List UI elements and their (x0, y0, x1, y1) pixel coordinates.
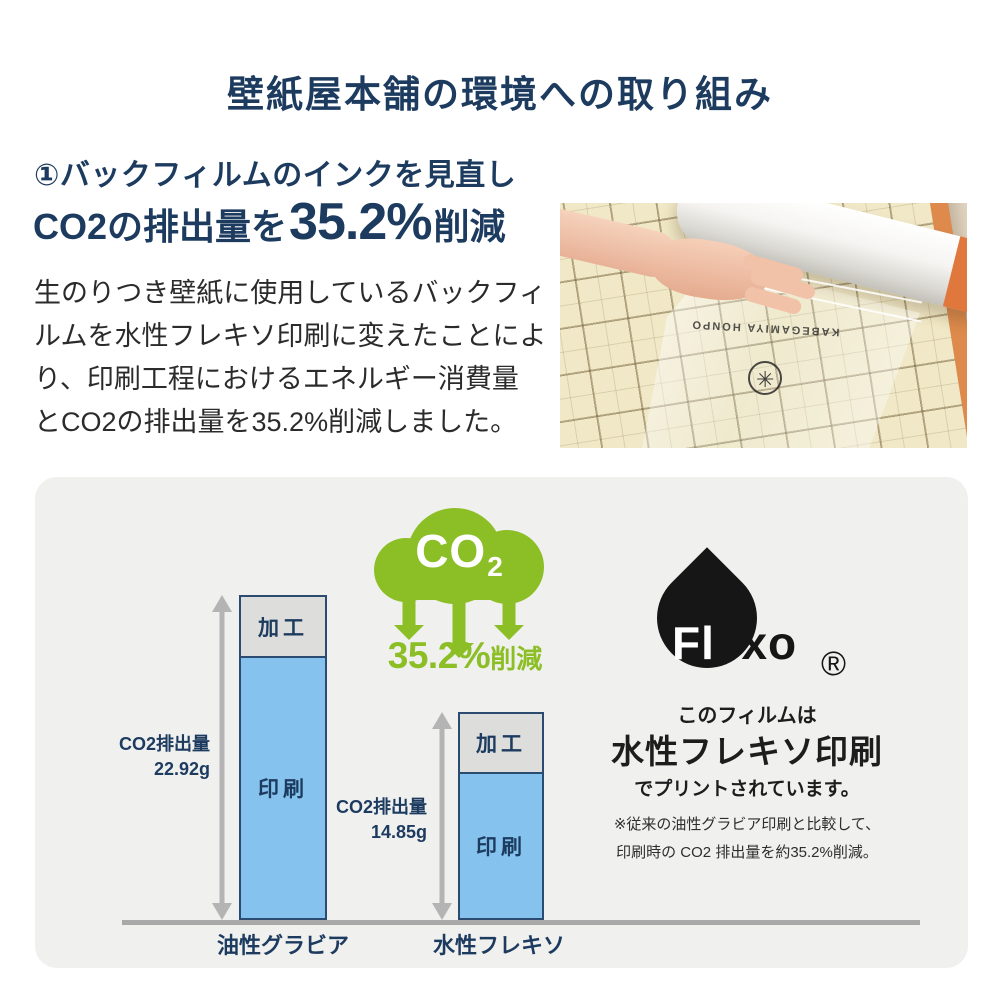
intro-paragraph: 生のりつき壁紙に使用しているバックフィ ルムを水性フレキソ印刷に変えたことによ … (34, 272, 546, 444)
flexo-caption-small: このフィルムは (677, 705, 817, 727)
category-label-water-flexo: 水性フレキソ (432, 933, 565, 958)
result-headline: CO2の排出量を 35.2% 削減 (33, 192, 506, 252)
reduction-callout: 35.2% 削減 (360, 635, 570, 677)
co2-cloud-label: CO2 (415, 525, 504, 582)
segment-label: 印刷 (258, 778, 308, 801)
film-logo-icon: ✳ (748, 361, 782, 395)
bar-water-flexo: 加工 印刷 (458, 712, 544, 920)
down-arrow-icon (394, 594, 424, 640)
measure-value: 14.85g (370, 822, 427, 842)
paragraph-line: 生のりつき壁紙に使用しているバックフィ (34, 278, 546, 308)
comparison-panel: CO2排出量 22.92g 加工 印刷 油性グラビア CO2排出量 14.85g… (35, 477, 968, 968)
axis-baseline (122, 920, 920, 925)
roll-band (942, 236, 967, 313)
reduction-value: 35.2% (387, 635, 491, 676)
bar-segment-printing: 印刷 (241, 658, 325, 918)
flexo-wordmark: Flexo (672, 617, 798, 669)
segment-label: 加工 (258, 616, 308, 640)
paragraph-line: とCO2の排出量を35.2%削減しました。 (34, 407, 518, 437)
registered-trademark-icon: ® (821, 645, 847, 683)
measure-title: CO2排出量 (335, 797, 427, 817)
page-title: 壁紙屋本舗の環境への取り組み (227, 74, 773, 115)
bar-segment-printing: 印刷 (460, 774, 542, 918)
measure-label-left: CO2排出量 22.92g (55, 732, 210, 782)
paragraph-line: ルムを水性フレキソ印刷に変えたことによ (34, 321, 547, 351)
reduction-suffix: 削減 (490, 644, 543, 674)
bar-segment-processing: 加工 (460, 714, 542, 774)
co2-cloud-icon: CO2 (374, 508, 544, 660)
segment-label: 印刷 (476, 836, 526, 859)
down-arrow-icon (444, 594, 474, 658)
flexo-caption-tail: でプリントされています。 (634, 779, 860, 800)
category-label-oil-gravure: 油性グラビア (216, 933, 349, 958)
measure-arrow-icon (430, 712, 454, 920)
segment-label: 加工 (476, 733, 526, 756)
result-suffix: 削減 (433, 206, 506, 247)
flexo-footnote: ※従来の油性グラビア印刷と比較して、 (613, 816, 881, 833)
down-arrow-icon (494, 594, 524, 640)
flexo-footnote: 印刷時の CO2 排出量を約35.2%削減。 (616, 844, 878, 861)
measure-label-right: CO2排出量 14.85g (272, 795, 427, 845)
flexo-caption-large: 水性フレキソ印刷 (611, 733, 883, 770)
measure-arrow-icon (210, 595, 234, 920)
paragraph-line: り、印刷工程におけるエネルギー消費量 (34, 364, 519, 394)
product-photo: KABEGAMIYA HONPO ✳ (560, 203, 967, 448)
step-heading: ①バックフィルムのインクを見直し (34, 159, 517, 192)
bar-segment-processing: 加工 (241, 597, 325, 658)
result-value: 35.2% (289, 193, 432, 251)
measure-title: CO2排出量 (118, 734, 210, 754)
measure-value: 22.92g (153, 759, 210, 779)
result-prefix: CO2の排出量を (33, 206, 288, 247)
bar-oil-gravure: 加工 印刷 (239, 595, 327, 920)
